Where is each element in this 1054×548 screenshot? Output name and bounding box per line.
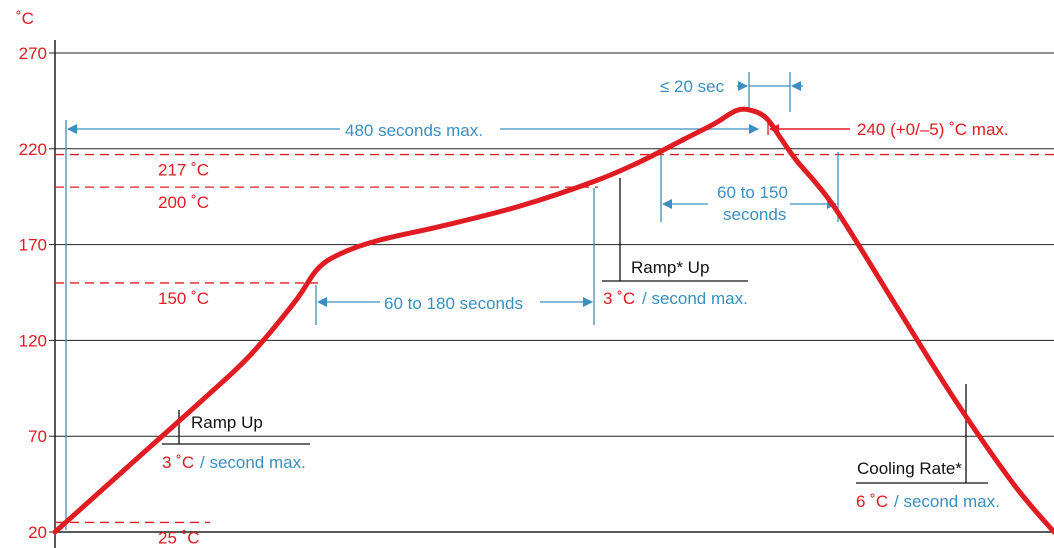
soak-time-label: 60 to 180 seconds <box>384 294 523 313</box>
dimension-lines <box>65 72 839 530</box>
ramp-up2-unit: / second max. <box>642 289 748 308</box>
tal-label-line1: 60 to 150 <box>717 183 788 202</box>
series-line-profile <box>52 106 1054 535</box>
total-time-label: 480 seconds max. <box>345 121 483 140</box>
cooling-rate: 6 ˚C <box>856 492 888 511</box>
ramp-up-title: Ramp Up <box>191 413 263 432</box>
y-tick-label-220: 220 <box>19 140 47 159</box>
y-tick-label-270: 270 <box>19 44 47 63</box>
tal-label-line2: seconds <box>723 205 786 224</box>
y-unit-label: ˚C <box>16 9 34 28</box>
reference-lines: 217 ˚C 200 ˚C 150 ˚C 25 ˚C <box>55 153 1054 547</box>
reference-label-217: 217 ˚C <box>158 161 209 180</box>
ramp-up2-rate: 3 ˚C <box>603 289 635 308</box>
ramp-up-rate: 3 ˚C <box>162 453 194 472</box>
cooling-unit: / second max. <box>894 492 1000 511</box>
y-tick-label-70: 70 <box>28 427 47 446</box>
reference-label-200: 200 ˚C <box>158 193 209 212</box>
ramp-up-unit: / second max. <box>200 453 306 472</box>
y-tick-label-170: 170 <box>19 236 47 255</box>
y-tick-label-20: 20 <box>28 523 47 542</box>
grid-lines <box>55 52 1054 437</box>
ramp-up2-title: Ramp* Up <box>631 258 709 277</box>
cooling-title: Cooling Rate* <box>857 459 962 478</box>
reference-label-25: 25 ˚C <box>158 528 200 547</box>
rate-guides <box>162 178 988 484</box>
y-tick-label-120: 120 <box>19 331 47 350</box>
peak-time-label: ≤ 20 sec <box>660 77 725 96</box>
reference-label-150: 150 ˚C <box>158 289 209 308</box>
y-tick-labels: 20 70 120 170 220 270 <box>19 44 55 542</box>
peak-temp-label: 240 (+0/–5) ˚C max. <box>857 120 1009 139</box>
